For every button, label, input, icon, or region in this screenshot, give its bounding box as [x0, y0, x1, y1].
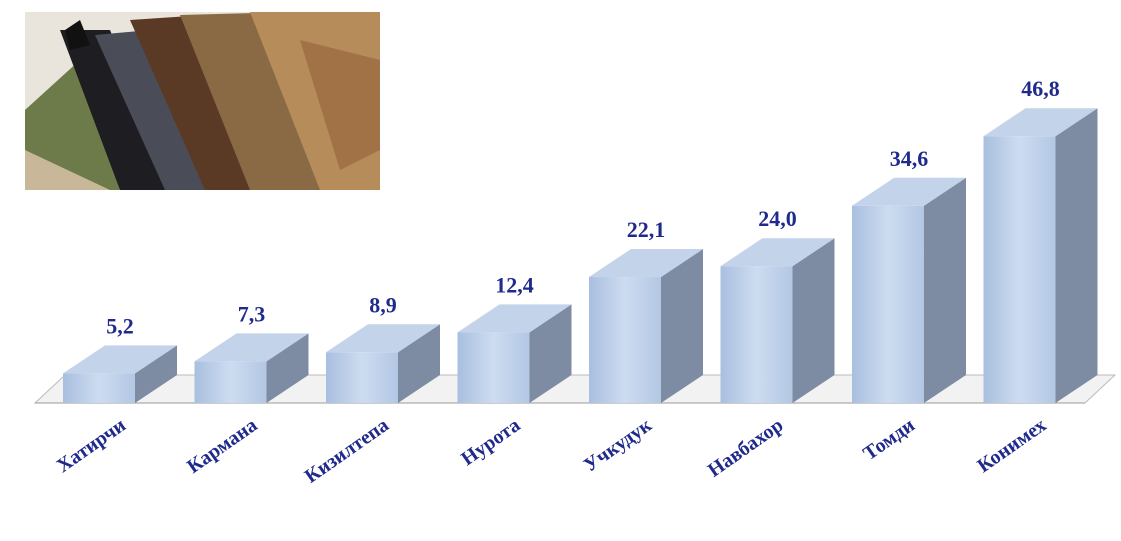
- bar-top: [852, 177, 966, 206]
- bar-side: [661, 249, 703, 403]
- bar-top: [457, 304, 572, 333]
- bar: [852, 205, 924, 403]
- x-tick-label: Навбахор: [704, 414, 787, 482]
- bar: [63, 373, 135, 403]
- bar: [326, 352, 398, 403]
- bar: [457, 332, 530, 403]
- value-label: 46,8: [1021, 76, 1060, 101]
- bar-top: [720, 238, 835, 267]
- bar-side: [529, 304, 572, 403]
- value-label: 12,4: [495, 272, 534, 297]
- bar-side: [398, 324, 440, 403]
- bar-top: [326, 324, 440, 353]
- bar-side: [792, 238, 835, 403]
- bar-top: [63, 345, 177, 374]
- value-label: 24,0: [758, 206, 797, 231]
- x-tick-label: Кармана: [183, 414, 261, 478]
- bar-top: [589, 249, 703, 278]
- x-tick-label: Томди: [859, 414, 919, 465]
- x-tick-label: Учкудук: [580, 414, 657, 477]
- bar: [589, 277, 661, 403]
- bar-side: [135, 345, 177, 403]
- value-label: 5,2: [106, 313, 134, 338]
- x-tick-label: Кизилтепа: [301, 414, 393, 488]
- bar-side: [266, 333, 309, 403]
- bar-top: [194, 333, 309, 362]
- x-tick-label: Нурота: [457, 414, 524, 470]
- photo: [25, 12, 380, 190]
- value-label: 7,3: [238, 301, 266, 326]
- bar-side: [924, 177, 966, 403]
- bar-side: [1055, 108, 1098, 404]
- value-label: 34,6: [890, 146, 929, 171]
- x-tick-label: Конимех: [973, 414, 1050, 477]
- bar: [194, 361, 267, 403]
- value-label: 8,9: [369, 292, 397, 317]
- bar: [983, 136, 1056, 404]
- x-tick-label: Хатирчи: [53, 414, 130, 477]
- value-label: 22,1: [627, 217, 666, 242]
- bar: [720, 266, 793, 403]
- bar-top: [983, 108, 1098, 137]
